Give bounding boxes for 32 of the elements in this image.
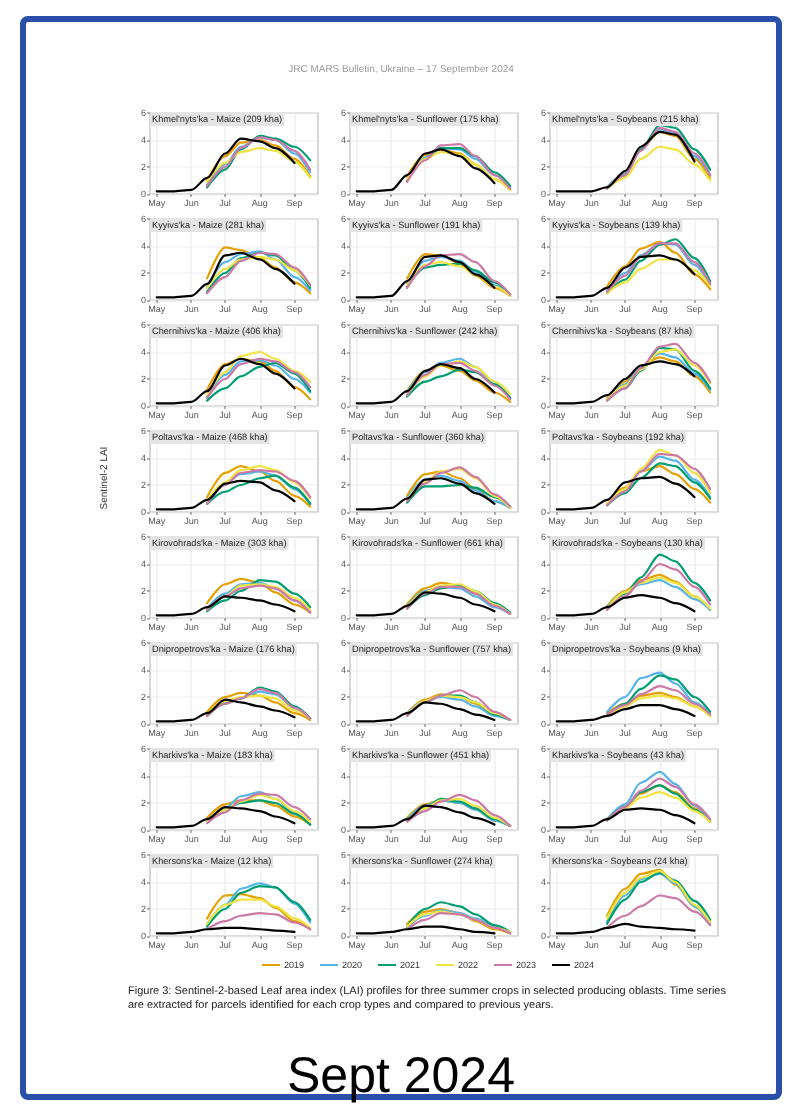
line-series: [155, 137, 296, 193]
line-series: [355, 363, 496, 405]
line-series: [355, 591, 496, 617]
line-series: [206, 350, 312, 397]
line-series: [355, 701, 496, 723]
line-series: [606, 685, 712, 716]
line-series: [555, 475, 696, 511]
line-series: [555, 360, 696, 405]
line-series: [155, 805, 296, 829]
line-series: [206, 911, 312, 931]
line-series: [355, 804, 496, 829]
line-series: [606, 258, 712, 295]
line-series: [555, 130, 696, 193]
line-series: [606, 894, 712, 929]
line-series: [555, 807, 696, 829]
line-series: [355, 254, 496, 299]
text: Sept 2024: [285, 1048, 517, 1106]
line-series: [155, 479, 296, 511]
line-series: [355, 148, 496, 193]
line-series: [206, 799, 312, 826]
line-series: [555, 704, 696, 723]
line-series: [606, 562, 712, 611]
line-series: [155, 251, 296, 299]
line-series: [155, 595, 296, 617]
line-series: [155, 698, 296, 723]
line-series: [155, 357, 296, 405]
line-series: [406, 901, 512, 934]
line-series: [355, 477, 496, 511]
line-series: [606, 145, 712, 190]
line-series: [555, 254, 696, 299]
line-series: [206, 147, 312, 183]
line-series: [555, 593, 696, 617]
